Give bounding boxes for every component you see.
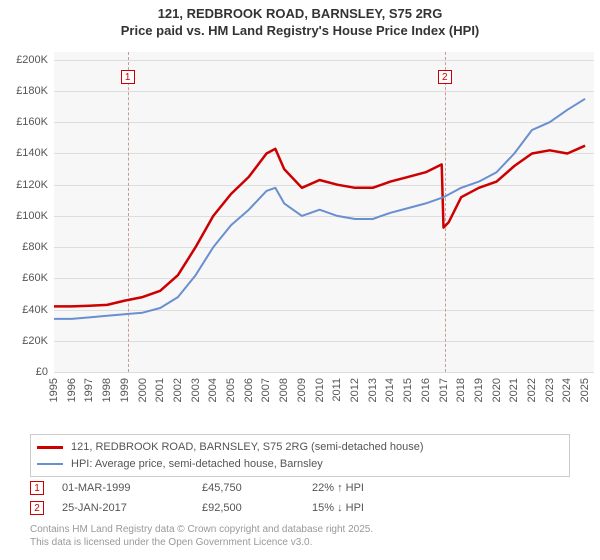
x-tick-label: 2013 [367, 378, 379, 402]
x-tick-label: 2018 [455, 378, 467, 402]
legend-swatch [37, 446, 63, 449]
footer-line-2: This data is licensed under the Open Gov… [30, 537, 312, 548]
footer-attribution: Contains HM Land Registry data © Crown c… [30, 524, 582, 549]
title-line-1: 121, REDBROOK ROAD, BARNSLEY, S75 2RG [0, 6, 600, 23]
x-tick-label: 2014 [384, 378, 396, 402]
event-row: 2 25-JAN-2017£92,50015% ↓ HPI [30, 498, 570, 518]
x-tick-label: 2003 [190, 378, 202, 402]
x-tick-label: 2004 [207, 378, 219, 402]
legend-item: HPI: Average price, semi-detached house,… [37, 456, 563, 473]
event-price: £92,500 [202, 502, 312, 514]
event-row: 1 01-MAR-1999£45,75022% ↑ HPI [30, 478, 570, 498]
x-tick-label: 2021 [508, 378, 520, 402]
legend-label: HPI: Average price, semi-detached house,… [71, 456, 323, 473]
x-tick-label: 2006 [243, 378, 255, 402]
x-tick-label: 1999 [119, 378, 131, 402]
event-delta: 22% ↑ HPI [312, 482, 442, 494]
legend-swatch [37, 463, 63, 465]
x-tick-label: 2007 [260, 378, 272, 402]
legend-item: 121, REDBROOK ROAD, BARNSLEY, S75 2RG (s… [37, 439, 563, 456]
x-tick-label: 2017 [438, 378, 450, 402]
x-tick-label: 2020 [491, 378, 503, 402]
x-tick-label: 2019 [473, 378, 485, 402]
series-line [54, 99, 585, 319]
chart-area: £0£20K£40K£60K£80K£100K£120K£140K£160K£1… [6, 44, 598, 424]
title-line-2: Price paid vs. HM Land Registry's House … [0, 23, 600, 40]
x-tick-label: 2008 [278, 378, 290, 402]
series-line [54, 146, 585, 307]
event-marker-box: 1 [30, 481, 44, 495]
x-tick-label: 1998 [101, 378, 113, 402]
footer-line-1: Contains HM Land Registry data © Crown c… [30, 524, 373, 535]
x-tick-label: 1996 [66, 378, 78, 402]
x-tick-label: 2012 [349, 378, 361, 402]
event-delta: 15% ↓ HPI [312, 502, 442, 514]
x-tick-label: 2015 [402, 378, 414, 402]
x-tick-label: 2023 [544, 378, 556, 402]
x-tick-label: 2024 [561, 378, 573, 402]
x-tick-label: 2022 [526, 378, 538, 402]
legend: 121, REDBROOK ROAD, BARNSLEY, S75 2RG (s… [30, 434, 570, 477]
x-tick-label: 2002 [172, 378, 184, 402]
line-svg [6, 44, 598, 376]
chart-container: 121, REDBROOK ROAD, BARNSLEY, S75 2RG Pr… [0, 0, 600, 560]
x-tick-label: 1995 [48, 378, 60, 402]
event-table: 1 01-MAR-1999£45,75022% ↑ HPI 2 25-JAN-2017… [30, 478, 570, 518]
title-block: 121, REDBROOK ROAD, BARNSLEY, S75 2RG Pr… [0, 0, 600, 40]
x-tick-label: 2011 [331, 378, 343, 402]
x-tick-label: 2009 [296, 378, 308, 402]
event-price: £45,750 [202, 482, 312, 494]
event-marker-box: 2 [30, 501, 44, 515]
x-tick-label: 1997 [83, 378, 95, 402]
x-tick-label: 2010 [314, 378, 326, 402]
x-tick-label: 2005 [225, 378, 237, 402]
legend-label: 121, REDBROOK ROAD, BARNSLEY, S75 2RG (s… [71, 439, 424, 456]
event-date: 01-MAR-1999 [62, 482, 202, 494]
x-tick-label: 2001 [154, 378, 166, 402]
x-tick-label: 2025 [579, 378, 591, 402]
x-tick-label: 2000 [137, 378, 149, 402]
event-date: 25-JAN-2017 [62, 502, 202, 514]
x-tick-label: 2016 [420, 378, 432, 402]
